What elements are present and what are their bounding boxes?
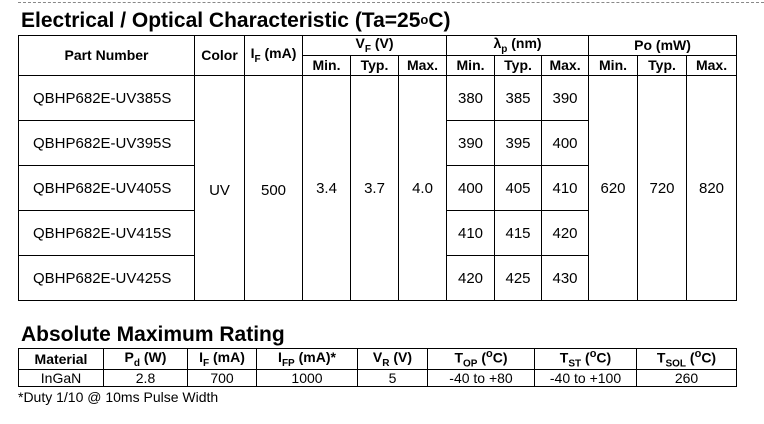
- tst-cell: -40 to +100: [534, 369, 637, 388]
- header-vf-min: Min.: [302, 55, 351, 77]
- lp-typ-cell: 425: [494, 255, 543, 302]
- electrical-optical-title: Electrical / Optical Characteristic (Ta=…: [21, 9, 451, 32]
- lp-max-cell: 410: [541, 165, 590, 212]
- part-number-cell: QBHP682E-UV415S: [18, 210, 195, 257]
- table-row: QBHP682E-UV405S 400 405 410: [18, 165, 737, 212]
- part-number-cell: QBHP682E-UV395S: [18, 120, 195, 167]
- header-vf-max: Max.: [397, 55, 448, 77]
- lp-min-cell: 390: [446, 120, 496, 167]
- lp-max-cell: 400: [541, 120, 590, 167]
- table-row: InGaN 2.8 700 1000 5 -40 to +80 -40 to +…: [18, 369, 737, 388]
- header-po-typ: Typ.: [637, 55, 688, 77]
- header-vf-typ: Typ.: [350, 55, 399, 77]
- header-forward-current: IF (mA): [187, 347, 257, 371]
- header-power-dissipation: Pd (W): [103, 347, 188, 371]
- part-number-cell: QBHP682E-UV425S: [18, 255, 195, 302]
- top-dashed-rule: [18, 2, 764, 3]
- pulse-footnote: *Duty 1/10 @ 10ms Pulse Width: [18, 389, 219, 405]
- header-optical-power: Po (mW): [588, 34, 738, 57]
- po-min-cell: 620: [588, 75, 639, 302]
- lp-max-cell: 390: [541, 75, 590, 122]
- po-max-cell: 820: [686, 75, 738, 302]
- header-forward-current: IF (mA): [244, 34, 303, 77]
- header-color: Color: [194, 34, 245, 77]
- lp-min-cell: 380: [446, 75, 496, 122]
- header-po-max: Max.: [686, 55, 738, 77]
- table-row: QBHP682E-UV425S 420 425 430: [18, 255, 737, 302]
- ifp-cell: 1000: [256, 369, 358, 388]
- header-storage-temp: TST (oC): [534, 347, 637, 371]
- vf-min-cell: 3.4: [302, 75, 351, 302]
- header-po-min: Min.: [588, 55, 639, 77]
- tsol-cell: 260: [636, 369, 737, 388]
- header-soldering-temp: TSOL (oC): [636, 347, 737, 371]
- header-pulse-current: IFP (mA)*: [256, 347, 358, 371]
- if-cell: 700: [187, 369, 257, 388]
- header-peak-wavelength: λp (nm): [446, 34, 590, 57]
- lp-typ-cell: 405: [494, 165, 543, 212]
- header-lp-min: Min.: [446, 55, 496, 77]
- lp-max-cell: 430: [541, 255, 590, 302]
- part-number-cell: QBHP682E-UV385S: [18, 75, 195, 122]
- table-row: QBHP682E-UV385S UV 500 3.4 3.7 4.0 380 3…: [18, 75, 738, 302]
- electrical-optical-table: Part Number Color IF (mA) VF (V) λp (nm)…: [18, 34, 738, 302]
- forward-current-cell: 500: [244, 75, 303, 302]
- header-forward-voltage: VF (V): [301, 34, 448, 57]
- lp-min-cell: 420: [446, 255, 496, 302]
- table-row: QBHP682E-UV395S 390 395 400: [18, 120, 737, 167]
- lp-min-cell: 400: [446, 165, 496, 212]
- vf-max-cell: 4.0: [397, 75, 448, 302]
- part-number-cell: QBHP682E-UV405S: [18, 165, 195, 212]
- header-part-number: Part Number: [18, 34, 195, 77]
- lp-typ-cell: 415: [494, 210, 543, 257]
- vf-typ-cell: 3.7: [350, 75, 399, 302]
- lp-typ-cell: 385: [494, 75, 543, 122]
- header-operating-temp: TOP (oC): [427, 347, 535, 371]
- po-typ-cell: 720: [637, 75, 688, 302]
- absolute-maximum-title: Absolute Maximum Rating: [21, 323, 285, 346]
- top-cell: -40 to +80: [427, 369, 535, 388]
- header-lp-typ: Typ.: [494, 55, 543, 77]
- lp-min-cell: 410: [446, 210, 496, 257]
- table-row: QBHP682E-UV415S 410 415 420: [18, 210, 737, 257]
- vr-cell: 5: [357, 369, 428, 388]
- absolute-maximum-table: Material Pd (W) IF (mA) IFP (mA)* VR (V)…: [18, 347, 737, 388]
- pd-cell: 2.8: [103, 369, 188, 388]
- color-cell: UV: [194, 75, 245, 302]
- material-cell: InGaN: [18, 369, 104, 388]
- header-material: Material: [18, 347, 104, 371]
- lp-max-cell: 420: [541, 210, 590, 257]
- header-lp-max: Max.: [541, 55, 590, 77]
- lp-typ-cell: 395: [494, 120, 543, 167]
- header-reverse-voltage: VR (V): [357, 347, 428, 371]
